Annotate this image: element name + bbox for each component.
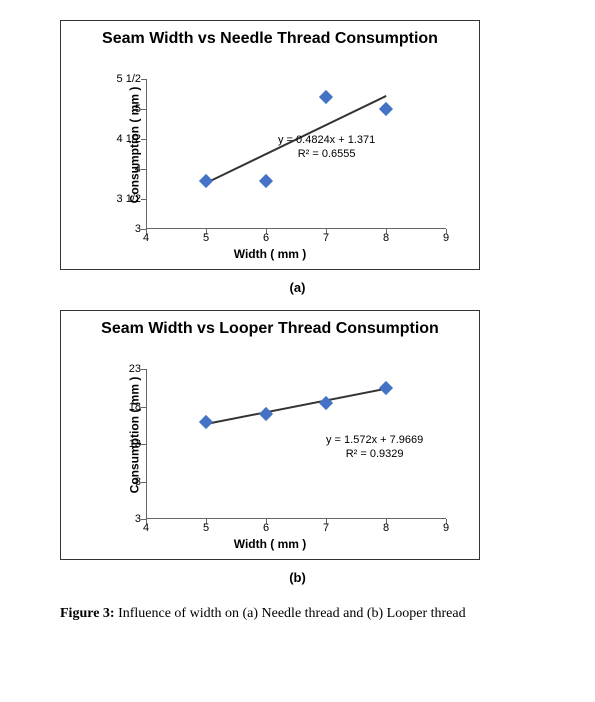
panel-b-label: (b)	[60, 570, 535, 585]
x-tick-label: 9	[443, 232, 449, 244]
chart-b-title: Seam Width vs Looper Thread Consumption	[61, 311, 479, 340]
equation-text: y = 1.572x + 7.9669R² = 0.9329	[326, 433, 423, 462]
y-tick-label: 3	[101, 513, 141, 525]
y-tick-mark	[141, 369, 146, 370]
y-axis-line	[146, 79, 147, 229]
y-tick-label: 3 1/2	[101, 193, 141, 205]
figure-caption: Figure 3: Influence of width on (a) Need…	[60, 603, 535, 624]
y-tick-mark	[141, 169, 146, 170]
y-tick-label: 4 1/2	[101, 133, 141, 145]
y-tick-mark	[141, 482, 146, 483]
x-axis-line	[146, 228, 446, 229]
equation-line: y = 1.572x + 7.9669	[326, 433, 423, 447]
chart-a-xlabel: Width ( mm )	[234, 247, 307, 261]
y-tick-mark	[141, 139, 146, 140]
y-tick-mark	[141, 79, 146, 80]
x-tick-label: 4	[143, 522, 149, 534]
chart-b-container: Seam Width vs Looper Thread Consumption …	[60, 310, 480, 560]
y-tick-mark	[141, 407, 146, 408]
x-tick-label: 5	[203, 232, 209, 244]
x-tick-label: 7	[323, 232, 329, 244]
figure-label: Figure 3:	[60, 606, 115, 621]
y-tick-label: 3	[101, 223, 141, 235]
trendline	[206, 388, 386, 425]
chart-a-container: Seam Width vs Needle Thread Consumption …	[60, 20, 480, 270]
panel-a-label: (a)	[60, 280, 535, 295]
x-tick-label: 8	[383, 232, 389, 244]
data-marker	[199, 414, 213, 428]
y-tick-mark	[141, 199, 146, 200]
chart-b-plot: y = 1.572x + 7.9669R² = 0.9329	[146, 369, 446, 519]
x-tick-label: 4	[143, 232, 149, 244]
equation-rsquared: R² = 0.6555	[278, 147, 375, 161]
equation-line: y = 0.4824x + 1.371	[278, 133, 375, 147]
data-marker	[319, 90, 333, 104]
x-axis-line	[146, 518, 446, 519]
chart-a-title: Seam Width vs Needle Thread Consumption	[61, 21, 479, 50]
y-tick-label: 13	[101, 438, 141, 450]
equation-text: y = 0.4824x + 1.371R² = 0.6555	[278, 133, 375, 162]
data-marker	[259, 174, 273, 188]
x-tick-label: 7	[323, 522, 329, 534]
data-marker	[379, 102, 393, 116]
y-tick-label: 23	[101, 363, 141, 375]
y-axis-line	[146, 369, 147, 519]
y-tick-label: 8	[101, 476, 141, 488]
x-tick-label: 6	[263, 232, 269, 244]
y-tick-label: 18	[101, 401, 141, 413]
figure-text: Influence of width on (a) Needle thread …	[115, 606, 466, 621]
y-tick-label: 4	[101, 163, 141, 175]
y-tick-label: 5	[101, 103, 141, 115]
chart-b-xlabel: Width ( mm )	[234, 537, 307, 551]
y-tick-mark	[141, 444, 146, 445]
data-marker	[199, 174, 213, 188]
data-marker	[379, 381, 393, 395]
y-tick-label: 5 1/2	[101, 73, 141, 85]
y-tick-mark	[141, 109, 146, 110]
data-marker	[259, 407, 273, 421]
x-tick-label: 8	[383, 522, 389, 534]
equation-rsquared: R² = 0.9329	[326, 447, 423, 461]
chart-a-plot: y = 0.4824x + 1.371R² = 0.6555	[146, 79, 446, 229]
x-tick-label: 6	[263, 522, 269, 534]
x-tick-label: 5	[203, 522, 209, 534]
x-tick-label: 9	[443, 522, 449, 534]
